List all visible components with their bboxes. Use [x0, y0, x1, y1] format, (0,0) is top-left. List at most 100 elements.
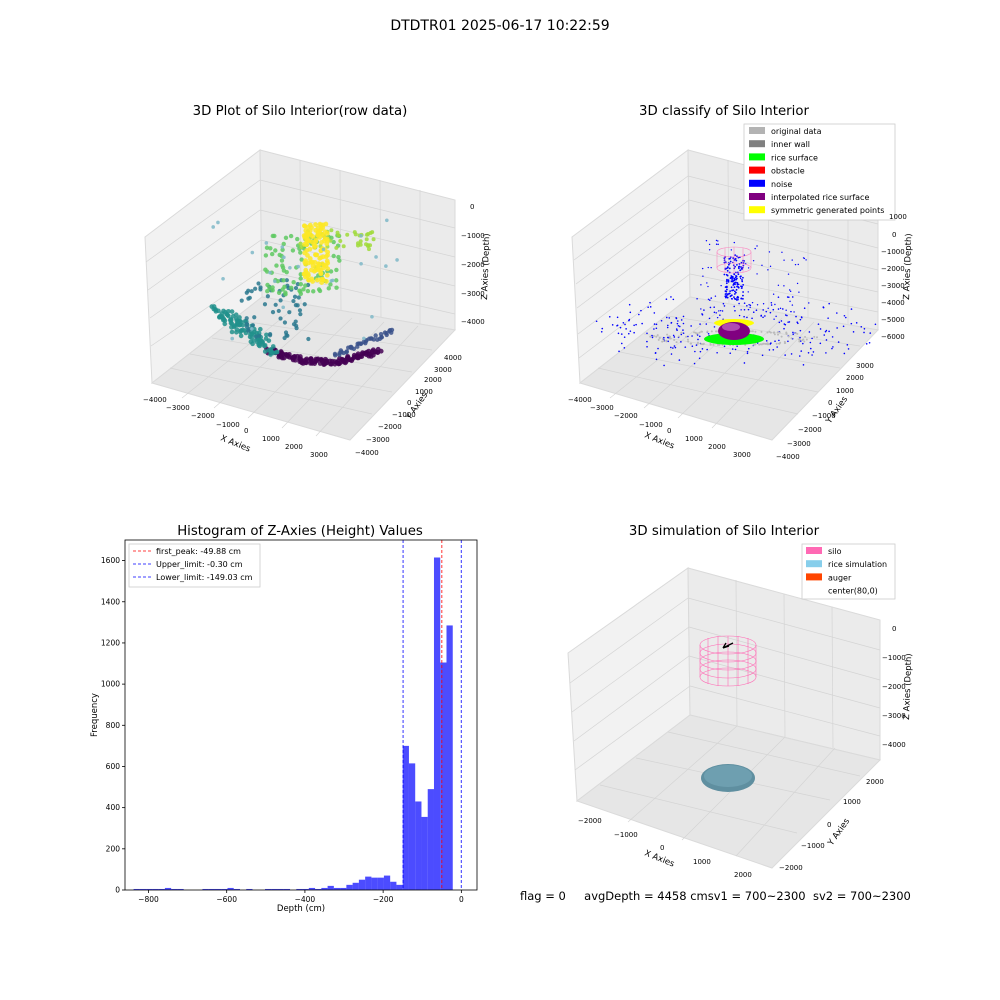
scatter-point	[265, 294, 270, 299]
noise-point	[624, 323, 626, 326]
scatter-point	[253, 334, 259, 339]
scatter-point	[292, 294, 298, 299]
noise-point	[738, 314, 741, 317]
noise-point	[735, 288, 738, 291]
scatter-point	[273, 279, 277, 284]
noise-point	[707, 332, 710, 335]
plot1-z-tick: −4000	[461, 318, 485, 326]
plot1-z-tick: −3000	[461, 290, 485, 298]
noise-point	[727, 263, 730, 266]
original-point	[715, 330, 718, 333]
noise-point	[731, 278, 734, 281]
scatter-point	[344, 349, 349, 354]
histogram-bar	[346, 884, 353, 890]
y-tick-label: 1200	[101, 638, 120, 647]
plot1-y-tick: 0	[407, 399, 411, 407]
histogram-bar	[158, 888, 165, 890]
noise-point	[843, 314, 846, 317]
original-point	[677, 335, 680, 338]
original-point	[751, 330, 754, 333]
status-footer: flag = 0 avgDepth = 4458 cmsv1 = 700~230…	[520, 889, 911, 903]
noise-point	[707, 298, 710, 300]
scatter-point	[239, 298, 244, 303]
noise-point	[741, 268, 744, 270]
plot2-z-tick: −1000	[881, 248, 905, 256]
noise-point	[770, 304, 773, 306]
histogram-bar	[296, 888, 303, 890]
plot4-panes	[567, 567, 881, 869]
plot2-z-tick: 0	[892, 231, 896, 239]
noise-point	[739, 275, 742, 278]
original-point	[779, 341, 782, 344]
noise-point	[640, 309, 642, 312]
noise-point	[724, 296, 727, 299]
noise-point	[620, 342, 623, 345]
noise-point	[743, 254, 746, 256]
original-point	[710, 330, 713, 333]
scatter-point	[266, 348, 271, 353]
noise-point	[653, 312, 656, 314]
noise-point	[682, 329, 684, 331]
noise-point	[708, 317, 711, 320]
noise-point	[691, 345, 694, 348]
scatter-point	[313, 222, 318, 227]
noise-point	[698, 357, 701, 360]
scatter-point	[263, 267, 268, 272]
original-point	[804, 335, 807, 338]
histogram-bar	[146, 888, 153, 890]
noise-point	[777, 296, 780, 298]
scatter-point	[250, 250, 255, 255]
plot4-z-tick: −2000	[882, 683, 906, 691]
scatter-point	[303, 267, 309, 273]
scatter-point	[375, 346, 381, 352]
noise-point	[710, 297, 713, 299]
original-point	[661, 340, 664, 343]
noise-point	[869, 332, 872, 334]
center-marker-icon	[722, 642, 734, 649]
scatter-point	[274, 263, 279, 268]
scatter-point	[301, 223, 307, 229]
plot2-x-tick: −4000	[568, 396, 592, 404]
noise-point	[595, 320, 598, 323]
scatter-point	[247, 295, 252, 300]
original-point	[706, 330, 709, 333]
noise-point	[746, 305, 748, 307]
noise-point	[735, 263, 738, 266]
noise-point	[746, 352, 749, 355]
noise-point	[765, 310, 768, 313]
histogram-bar	[377, 877, 384, 890]
original-point	[780, 335, 783, 338]
noise-point	[729, 290, 732, 292]
original-point	[787, 335, 790, 338]
original-point	[766, 342, 769, 345]
noise-point	[720, 284, 722, 287]
legend-swatch	[749, 206, 765, 214]
original-point	[758, 343, 761, 346]
noise-point	[687, 335, 689, 338]
plot2-y-tick: −1000	[812, 412, 836, 420]
scatter-point	[298, 250, 303, 255]
original-point	[805, 338, 808, 341]
noise-point	[823, 334, 826, 336]
noise-point	[742, 283, 745, 286]
noise-point	[672, 298, 675, 301]
original-point	[776, 331, 779, 334]
noise-point	[660, 319, 663, 322]
scatter-point	[378, 332, 384, 337]
noise-point	[746, 316, 748, 319]
histogram-bar	[177, 888, 184, 890]
scatter-point	[213, 309, 219, 314]
noise-point	[720, 309, 722, 312]
original-point	[701, 330, 704, 333]
plot1-y-tick: −3000	[366, 436, 390, 444]
scatter-point	[293, 357, 298, 363]
scatter-point	[283, 292, 288, 297]
noise-point	[700, 284, 702, 286]
noise-point	[697, 338, 699, 341]
scatter-point	[299, 245, 304, 250]
plot1-y-tick: −2000	[378, 423, 402, 431]
scatter-point	[221, 316, 227, 322]
scatter-point	[222, 321, 228, 327]
noise-point	[843, 352, 846, 355]
avg-depth-text: avgDepth = 4458 cmsv1 = 700~2300	[584, 889, 806, 903]
